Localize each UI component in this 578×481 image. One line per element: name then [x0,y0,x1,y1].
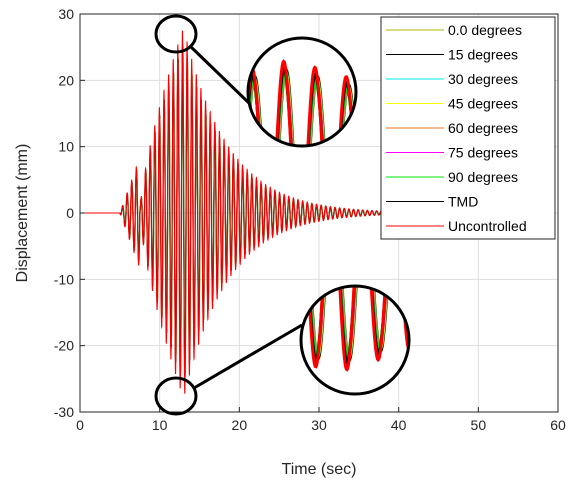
zoom-background-top [248,38,356,146]
legend: 0.0 degrees 15 degrees 30 degrees 45 degree… [380,16,556,240]
zoom-source-circle-top [154,14,198,54]
legend-label: 75 degrees [448,145,518,161]
y-tick-label: -10 [54,271,74,287]
y-tick-label: 10 [58,139,74,155]
legend-label: 45 degrees [448,96,518,112]
x-axis-title: Time (sec) [282,461,357,478]
legend-label: 60 degrees [448,120,518,136]
y-tick-label: 30 [58,6,74,22]
x-tick-label: 40 [391,417,407,433]
legend-label: Uncontrolled [448,218,527,234]
zoom-leader-line-top [188,44,252,106]
x-tick-label: 60 [550,417,566,433]
zoom-series-bottom [301,286,409,372]
zoom-frame-bottom [299,284,411,396]
axis-ticks: 0 10 20 30 40 50 60 30 20 10 0 -10 -20 -30 [54,6,566,433]
legend-label: 90 degrees [448,169,518,185]
zoom-leader-line-bottom [193,323,303,390]
y-axis-title: Displacement (mm) [14,144,31,283]
legend-label: 30 degrees [448,71,518,87]
x-tick-label: 50 [471,417,487,433]
y-tick-label: 20 [58,72,74,88]
zoom-source-circle-bottom [154,376,198,416]
x-tick-label: 10 [152,417,168,433]
zoom-series-line [301,286,409,372]
legend-label: 0.0 degrees [448,22,522,38]
legend-label: TMD [448,194,478,210]
y-tick-label: -30 [54,404,74,420]
zoom-background-bottom [301,286,409,394]
zoom-frame-top [246,36,358,148]
x-tick-label: 20 [232,417,248,433]
x-tick-label: 30 [311,417,327,433]
zoom-insets [154,14,411,416]
x-tick-label: 0 [76,417,84,433]
y-tick-label: 0 [66,205,74,221]
legend-label: 15 degrees [448,47,518,63]
y-tick-label: -20 [54,338,74,354]
